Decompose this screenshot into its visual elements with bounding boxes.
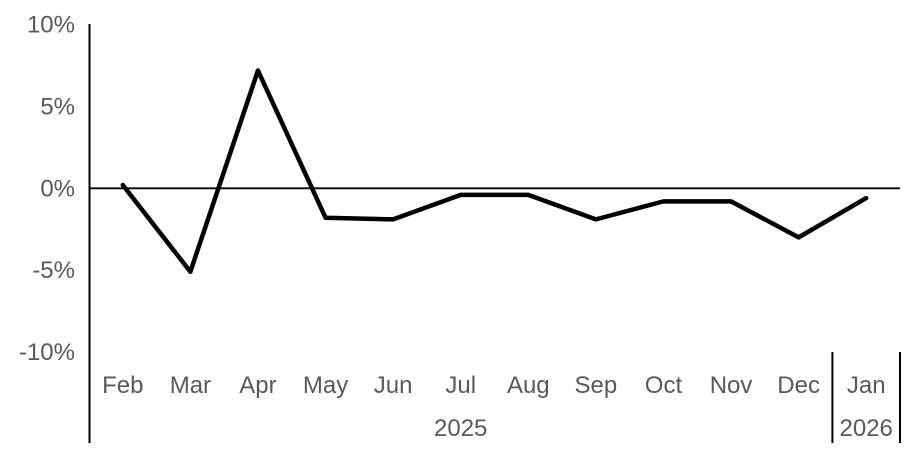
x-axis-month-label: Jan (847, 372, 886, 399)
x-axis-month-label: Sep (575, 372, 618, 399)
x-axis-year-label: 2026 (840, 415, 893, 442)
y-axis-tick-label: 0% (40, 175, 75, 202)
x-axis-month-label: Mar (170, 372, 211, 399)
x-axis-month-label: May (303, 372, 348, 399)
x-axis-month-label: Apr (239, 372, 276, 399)
x-axis-month-label: Nov (710, 372, 753, 399)
y-axis-tick-label: -5% (32, 257, 75, 284)
x-axis-month-label: Jun (374, 372, 413, 399)
data-series-line (120, 68, 869, 274)
x-axis-month-label: Aug (507, 372, 550, 399)
y-axis-tick-label: -10% (19, 339, 75, 366)
x-axis-month-label: Feb (102, 372, 143, 399)
x-axis-month-label: Oct (645, 372, 683, 399)
x-axis-year-label: 2025 (434, 415, 487, 442)
x-axis-month-label: Dec (777, 372, 820, 399)
x-axis-month-label: Jul (445, 372, 476, 399)
y-axis-tick-label: 10% (27, 12, 75, 39)
y-axis-tick-label: 5% (40, 94, 75, 121)
